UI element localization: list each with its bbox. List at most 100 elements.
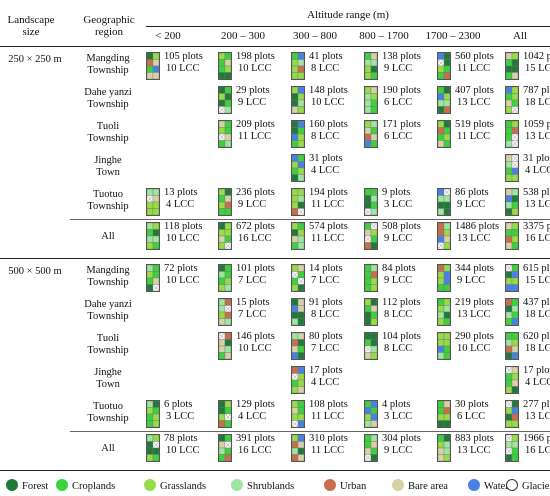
plot-cell: 160 plots 8 LCC [291,118,365,148]
plot-count: 304 plots [382,433,421,444]
lcc-count: 11 LCC [311,233,345,244]
plot-count: 72 plots [164,263,198,274]
plot-cell-text: 29 plots 9 LCC [236,85,270,109]
label-line: size [22,26,40,38]
plot-cell: 787 plots18 LCC [505,84,550,114]
plot-cell: 310 plots 11 LCC [291,432,365,462]
plot-cell: 15 plots 7 LCC [218,296,292,326]
land-cover-mosaic-icon [291,188,305,216]
plot-count: 104 plots [382,331,421,342]
label-line: Mangding [86,53,130,64]
plot-cell: 105 plots 10 LCC [146,50,220,80]
column-header: 300 – 800 [293,30,337,42]
lcc-count: 8 LCC [384,343,413,354]
lcc-count: 16 LCC [238,445,272,456]
land-cover-mosaic-icon [146,434,160,462]
plot-cell: 118 plots 10 LCC [146,220,220,250]
column-header: 200 – 300 [221,30,265,42]
legend-swatch-icon [56,479,68,491]
plot-cell: 13 plots 4 LCC [146,186,220,216]
land-cover-mosaic-icon [364,120,378,148]
label-line: Dahe yanzi [84,299,132,310]
land-cover-mosaic-icon [437,120,451,148]
land-cover-mosaic-icon [505,366,519,394]
plot-cell: 148 plots 10 LCC [291,84,365,114]
plot-cell: 560 plots 11 LCC [437,50,511,80]
region-label: Mangding Township [70,53,146,77]
altitude-underline [146,26,550,27]
plot-cell-text: 1042 plots15 LCC [523,51,550,75]
plot-count: 194 plots [309,187,348,198]
header-rule [0,46,550,47]
land-cover-mosaic-icon [291,86,305,114]
land-cover-mosaic-icon [218,332,232,360]
lcc-count: 10 LCC [166,233,200,244]
plot-cell: 883 plots 13 LCC [437,432,511,462]
plot-cell: 138 plots 9 LCC [364,50,438,80]
plot-count: 105 plots [164,51,203,62]
lcc-count: 18 LCC [525,309,550,320]
land-cover-mosaic-icon [364,264,378,292]
lcc-count: 8 LCC [311,63,340,74]
altitude-range-header: Altitude range (m) [307,9,389,21]
lcc-count: 11 LCC [311,445,345,456]
plot-count: 290 plots [455,331,494,342]
lcc-count: 7 LCC [311,343,340,354]
land-cover-mosaic-icon [505,298,519,326]
legend-swatch-icon [468,479,480,491]
land-cover-mosaic-icon [291,366,305,394]
plot-cell-text: 129 plots 4 LCC [236,399,275,423]
label-line: Mangding [86,265,130,276]
lcc-count: 4 LCC [525,377,550,388]
plot-count: 615 plots [523,263,550,274]
plot-count: 86 plots [455,187,489,198]
plot-cell-text: 672 plots 16 LCC [236,221,275,245]
land-cover-mosaic-icon [437,264,451,292]
plot-cell-text: 13 plots 4 LCC [164,187,198,211]
plot-cell-text: 198 plots 10 LCC [236,51,275,75]
lcc-count: 9 LCC [384,233,413,244]
land-cover-legend: Forest Croplands Grasslands Shrublands Urban… [6,478,550,494]
land-cover-mosaic-icon [364,86,378,114]
land-cover-mosaic-icon [364,332,378,360]
plot-count: 391 plots [236,433,275,444]
plot-count: 146 plots [236,331,275,342]
land-cover-mosaic-icon [218,434,232,462]
plot-cell: 219 plots 13 LCC [437,296,511,326]
plot-cell-text: 108 plots 11 LCC [309,399,348,423]
label-line: Tuotuo [93,401,123,412]
plot-cell-text: 391 plots 16 LCC [236,433,275,457]
plot-cell-text: 6 plots 3 LCC [164,399,194,423]
lcc-count: 9 LCC [384,63,413,74]
label-line: region [94,26,124,38]
plot-count: 344 plots [455,263,494,274]
land-cover-mosaic-icon [291,298,305,326]
lcc-count: 4 LCC [238,411,267,422]
lcc-count: 7 LCC [238,309,267,320]
label-line: Tuotuo [93,189,123,200]
legend-label: Water [484,481,509,492]
column-header: 800 – 1700 [359,30,409,42]
lcc-count: 13 LCC [457,97,491,108]
column-header: 1700 – 2300 [425,30,481,42]
land-cover-mosaic-icon [437,332,451,360]
region-label: Tuotuo Township [70,189,146,213]
land-cover-mosaic-icon [505,52,519,80]
lcc-count: 10 LCC [457,343,491,354]
land-cover-mosaic-icon [437,298,451,326]
lcc-count: 7 LCC [311,275,340,286]
plot-count: 13 plots [164,187,198,198]
legend-swatch-icon [231,479,243,491]
plot-cell-text: 209 plots 11 LCC [236,119,275,143]
lcc-count: 6 LCC [384,131,413,142]
lcc-count: 9 LCC [384,275,413,286]
land-cover-mosaic-icon [146,52,160,80]
land-cover-mosaic-icon [291,264,305,292]
plot-cell: 129 plots 4 LCC [218,398,292,428]
lcc-count: 3 LCC [166,411,195,422]
